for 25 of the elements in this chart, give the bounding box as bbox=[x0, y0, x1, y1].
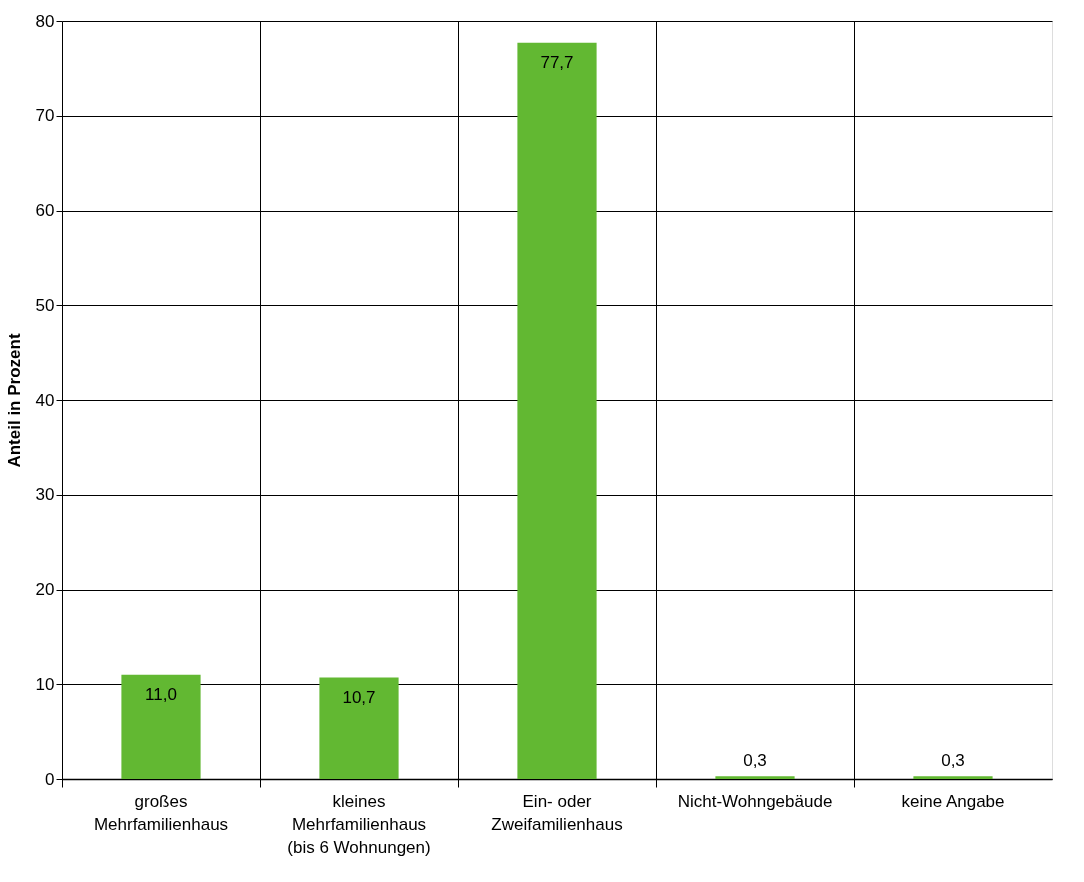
data-label: 11,0 bbox=[145, 684, 177, 704]
x-tick-label: kleines Mehrfamilienhaus (bis 6 Wohnungen) bbox=[287, 791, 431, 857]
data-label: 0,3 bbox=[941, 751, 965, 771]
data-label: 77,7 bbox=[540, 52, 574, 72]
y-tick-label: 0 bbox=[45, 769, 55, 789]
bar bbox=[913, 776, 993, 779]
x-tick-label: großes Mehrfamilienhaus bbox=[93, 791, 229, 834]
data-label: 10,7 bbox=[342, 687, 376, 707]
data-label: 0,3 bbox=[743, 751, 767, 771]
y-tick-label: 80 bbox=[35, 11, 55, 31]
y-tick-label: 40 bbox=[35, 390, 55, 410]
x-tick-label: Nicht-Wohngebäude bbox=[677, 791, 833, 811]
y-tick-label: 30 bbox=[35, 485, 55, 505]
y-tick-label: 70 bbox=[35, 106, 55, 126]
x-tick-label: Ein- oder Zweifamilienhaus bbox=[491, 791, 623, 834]
y-tick-label: 20 bbox=[35, 580, 55, 599]
y-tick-label: 60 bbox=[35, 201, 55, 220]
y-axis-title: Anteil in Prozent bbox=[4, 333, 24, 468]
bar bbox=[715, 776, 795, 779]
y-tick-label: 10 bbox=[35, 674, 55, 694]
bar bbox=[517, 42, 597, 779]
bar bbox=[121, 674, 201, 779]
x-tick-label: keine Angabe bbox=[901, 791, 1005, 811]
bar bbox=[319, 677, 399, 779]
y-tick-label: 50 bbox=[35, 295, 55, 315]
